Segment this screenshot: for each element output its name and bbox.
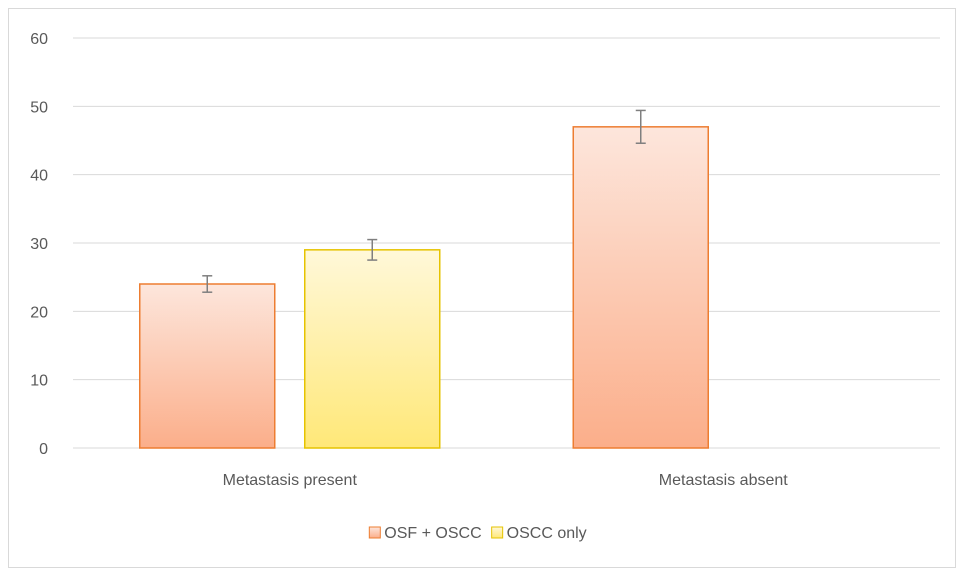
y-tick-label: 60 <box>30 31 48 48</box>
y-tick-label: 30 <box>30 236 48 253</box>
legend-swatch-osf-oscc <box>368 526 381 539</box>
bar-osf-oscc-0 <box>139 283 276 449</box>
y-tick-label: 50 <box>30 99 48 116</box>
legend[interactable]: OSF + OSCC OSCC only <box>368 525 587 542</box>
bar-osf-oscc-1 <box>572 126 709 449</box>
y-axis-tick-labels: 0 10 20 30 40 50 60 <box>30 31 48 458</box>
legend-label: OSCC only <box>507 525 587 542</box>
category-label: Metastasis present <box>223 472 358 489</box>
legend-swatch-oscc-only <box>491 526 504 539</box>
y-tick-label: 0 <box>39 441 48 458</box>
y-tick-label: 10 <box>30 373 48 390</box>
error-bars <box>202 109 646 293</box>
error-bar <box>202 275 213 293</box>
legend-label: OSF + OSCC <box>384 525 481 542</box>
error-bar <box>367 238 378 261</box>
y-tick-label: 40 <box>30 168 48 185</box>
x-axis-category-labels: Metastasis present Metastasis absent <box>223 472 789 489</box>
category-label: Metastasis absent <box>659 472 789 489</box>
y-tick-label: 20 <box>30 304 48 321</box>
bars <box>139 126 709 449</box>
bar-oscc-only-0 <box>304 249 441 449</box>
error-bar <box>635 109 646 144</box>
